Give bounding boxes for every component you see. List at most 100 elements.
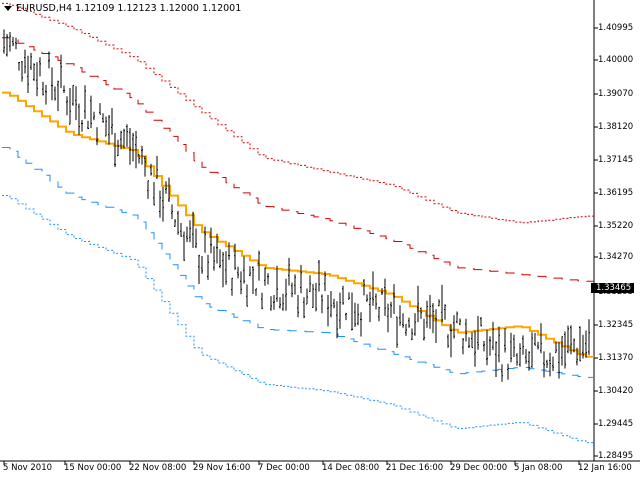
- price-bar: [351, 292, 353, 331]
- dropdown-triangle-icon[interactable]: [4, 6, 12, 11]
- price-bar: [456, 311, 458, 324]
- price-bar: [159, 190, 161, 218]
- price-bar: [60, 54, 62, 89]
- price-bar: [189, 220, 191, 243]
- price-bar: [576, 347, 578, 366]
- price-bar: [132, 132, 134, 162]
- price-bar: [216, 233, 218, 264]
- price-bar: [147, 180, 149, 199]
- price-bar: [225, 251, 227, 285]
- price-bar: [516, 353, 518, 366]
- price-bar: [12, 36, 14, 47]
- price-bar: [87, 120, 89, 129]
- price-bar: [390, 301, 392, 318]
- price-bar: [168, 177, 170, 202]
- price-bar: [564, 331, 566, 369]
- price-bar: [306, 288, 308, 305]
- time-axis-ticks: [3, 461, 580, 465]
- price-bar: [429, 294, 431, 329]
- time-label: 21 Dec 16:00: [386, 463, 444, 473]
- price-bar: [411, 328, 413, 341]
- price-label: 1.29445: [598, 419, 634, 429]
- price-bar: [585, 330, 587, 358]
- price-bar: [462, 338, 464, 355]
- price-bar: [66, 96, 68, 116]
- price-bar: [525, 349, 527, 364]
- price-label: 1.36195: [598, 188, 634, 198]
- price-bar: [261, 292, 263, 310]
- price-bar: [528, 351, 530, 371]
- price-bar: [222, 251, 224, 288]
- price-bar: [477, 315, 479, 350]
- price-bar: [510, 332, 512, 363]
- price-bar: [174, 219, 176, 227]
- price-bar: [438, 299, 440, 307]
- price-bar: [342, 285, 344, 305]
- price-bar: [90, 95, 92, 129]
- price-bar: [150, 163, 152, 176]
- price-bar: [372, 271, 374, 306]
- lower-band-inner: [2, 147, 594, 378]
- price-bar: [357, 303, 359, 326]
- price-label: 1.31370: [598, 353, 634, 363]
- price-bar: [114, 133, 116, 168]
- price-bar: [228, 242, 230, 260]
- price-bar: [198, 254, 200, 284]
- price-bar: [6, 34, 8, 57]
- price-bars: [3, 29, 590, 382]
- price-bar: [375, 293, 377, 310]
- price-label: 1.40000: [598, 55, 634, 65]
- price-bar: [252, 266, 254, 294]
- price-bar: [210, 227, 212, 254]
- price-bar: [42, 81, 44, 96]
- price-bar: [396, 316, 398, 348]
- price-bar: [9, 32, 11, 52]
- time-label: 29 Nov 16:00: [193, 463, 251, 473]
- price-bar: [453, 315, 455, 339]
- price-bar: [522, 335, 524, 355]
- price-bar: [534, 332, 536, 346]
- price-bar: [183, 231, 185, 261]
- close-value: 1.12001: [201, 3, 242, 14]
- price-bar: [24, 49, 26, 74]
- price-bar: [567, 325, 569, 354]
- price-bar: [399, 305, 401, 326]
- price-bar: [303, 297, 305, 319]
- price-bar: [81, 120, 83, 132]
- time-label: 14 Dec 08:00: [322, 463, 380, 473]
- price-bar: [126, 124, 128, 147]
- price-bar: [84, 85, 86, 119]
- price-bar: [273, 295, 275, 310]
- price-bar: [336, 301, 338, 339]
- price-bar: [102, 113, 104, 123]
- time-label: 22 Nov 08:00: [129, 463, 187, 473]
- price-label: 1.40995: [598, 23, 634, 33]
- price-bar: [393, 284, 395, 314]
- price-bar: [381, 288, 383, 295]
- price-bar: [540, 323, 542, 354]
- price-bar: [543, 351, 545, 378]
- price-bar: [582, 334, 584, 359]
- price-bar: [321, 294, 323, 314]
- price-bar: [36, 62, 38, 97]
- price-bar: [537, 341, 539, 350]
- price-bar: [282, 293, 284, 311]
- price-bar: [405, 323, 407, 336]
- low-value: 1.12000: [159, 3, 199, 14]
- price-bar: [363, 279, 365, 296]
- price-label: 1.37145: [598, 155, 634, 165]
- price-bar: [285, 278, 287, 311]
- price-bar: [546, 359, 548, 368]
- price-bar: [558, 342, 560, 379]
- price-bar: [171, 204, 173, 219]
- price-bar: [177, 210, 179, 235]
- price-bar: [192, 211, 194, 248]
- price-bar: [423, 318, 425, 341]
- price-bar: [354, 302, 356, 327]
- price-bar: [165, 181, 167, 194]
- price-bar: [426, 300, 428, 328]
- price-bar: [138, 154, 140, 164]
- high-value: 1.12123: [117, 3, 157, 14]
